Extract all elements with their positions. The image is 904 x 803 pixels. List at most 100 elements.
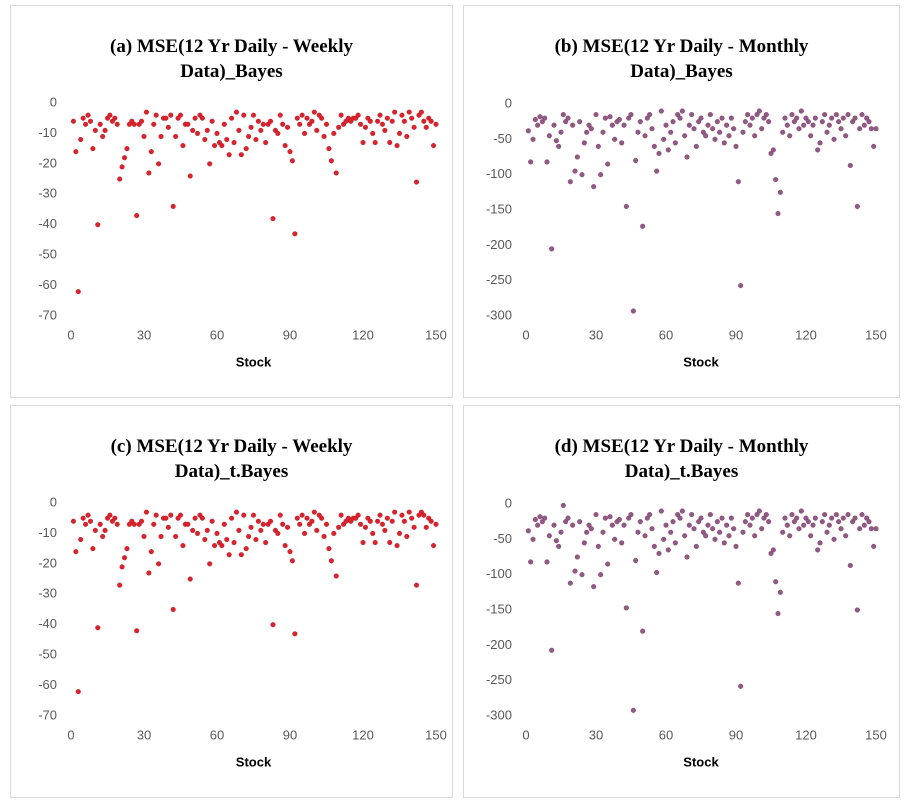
data-point	[787, 533, 793, 539]
data-point	[871, 143, 877, 150]
data-point	[873, 526, 879, 532]
data-point	[812, 115, 818, 121]
data-point	[619, 140, 625, 146]
data-point	[619, 540, 625, 546]
data-point	[607, 514, 613, 520]
data-point	[260, 121, 266, 127]
data-point	[789, 511, 795, 518]
data-point	[328, 158, 335, 164]
data-point	[357, 521, 364, 527]
data-point	[525, 128, 531, 134]
data-point	[579, 172, 585, 178]
data-point	[399, 112, 405, 118]
data-point	[731, 126, 737, 132]
data-point	[190, 527, 196, 534]
data-point	[362, 124, 369, 130]
chart-title: (d) MSE(12 Yr Daily - Monthly Data)_t.Ba…	[554, 436, 809, 482]
data-point	[745, 511, 751, 518]
data-point	[85, 512, 91, 518]
data-point	[121, 555, 128, 561]
data-point	[789, 111, 795, 118]
data-point	[428, 518, 434, 524]
data-point	[360, 539, 366, 546]
y-tick-label: -50	[493, 531, 512, 546]
data-point	[535, 122, 541, 128]
data-point	[605, 161, 611, 167]
data-point	[672, 140, 678, 146]
data-point	[593, 511, 599, 518]
data-point	[165, 124, 171, 130]
data-point	[185, 521, 191, 527]
data-point	[665, 547, 671, 553]
data-point	[92, 127, 98, 134]
data-point	[572, 168, 578, 174]
chart-panel: (b) MSE(12 Yr Daily - Monthly Data)_Baye…	[463, 5, 900, 398]
data-point	[707, 111, 713, 118]
data-point	[840, 515, 846, 521]
y-tick-label: 0	[50, 94, 57, 109]
data-point	[628, 511, 634, 518]
data-point	[647, 511, 653, 518]
x-tick-label: 120	[795, 327, 817, 342]
data-point	[670, 119, 676, 125]
data-point	[556, 543, 562, 550]
data-point	[735, 580, 741, 586]
y-tick-label: -250	[486, 272, 512, 287]
data-point	[258, 527, 264, 534]
data-point	[357, 121, 364, 127]
data-point	[209, 518, 215, 524]
data-point	[263, 539, 269, 546]
data-point	[616, 116, 622, 123]
data-point	[833, 511, 839, 518]
x-tick-label: 60	[659, 727, 673, 742]
data-point	[623, 605, 629, 611]
data-point	[584, 529, 590, 535]
data-point	[311, 109, 317, 115]
data-point	[728, 115, 734, 121]
data-point	[336, 124, 342, 130]
data-point	[382, 127, 388, 134]
data-point	[78, 136, 84, 143]
data-point	[238, 552, 244, 558]
y-tick-label: -100	[486, 166, 512, 181]
data-point	[185, 121, 191, 127]
data-point	[591, 184, 597, 190]
data-point	[331, 530, 337, 537]
data-point	[404, 133, 410, 140]
x-tick-label: 0	[67, 727, 74, 742]
data-point	[682, 533, 688, 539]
x-axis-label: Stock	[236, 754, 272, 769]
data-point	[387, 539, 393, 546]
y-tick-label: -100	[486, 566, 512, 581]
data-point	[309, 118, 315, 124]
data-point	[209, 118, 215, 124]
data-point	[642, 533, 648, 539]
data-point	[367, 518, 373, 524]
data-point	[642, 133, 648, 139]
data-point	[248, 524, 254, 530]
data-point	[114, 521, 120, 527]
data-point	[314, 527, 320, 534]
x-axis-label: Stock	[683, 754, 719, 769]
data-point	[97, 121, 103, 127]
data-point	[421, 118, 427, 124]
data-point	[155, 561, 162, 567]
data-point	[651, 143, 657, 150]
data-point	[384, 115, 390, 121]
x-tick-label: 150	[425, 727, 447, 742]
data-point	[782, 515, 788, 521]
data-point	[228, 515, 235, 521]
data-point	[367, 118, 373, 124]
data-point	[581, 140, 587, 146]
data-point	[535, 522, 541, 528]
data-point	[612, 536, 618, 542]
data-point	[677, 515, 683, 521]
data-point	[158, 133, 164, 140]
data-point	[379, 121, 386, 127]
chart-title: (a) MSE(12 Yr Daily - Weekly Data)_Bayes	[110, 36, 353, 82]
data-point	[817, 540, 823, 546]
data-point	[693, 143, 699, 150]
data-point	[253, 136, 259, 143]
data-point	[705, 122, 711, 128]
data-point	[633, 557, 639, 564]
